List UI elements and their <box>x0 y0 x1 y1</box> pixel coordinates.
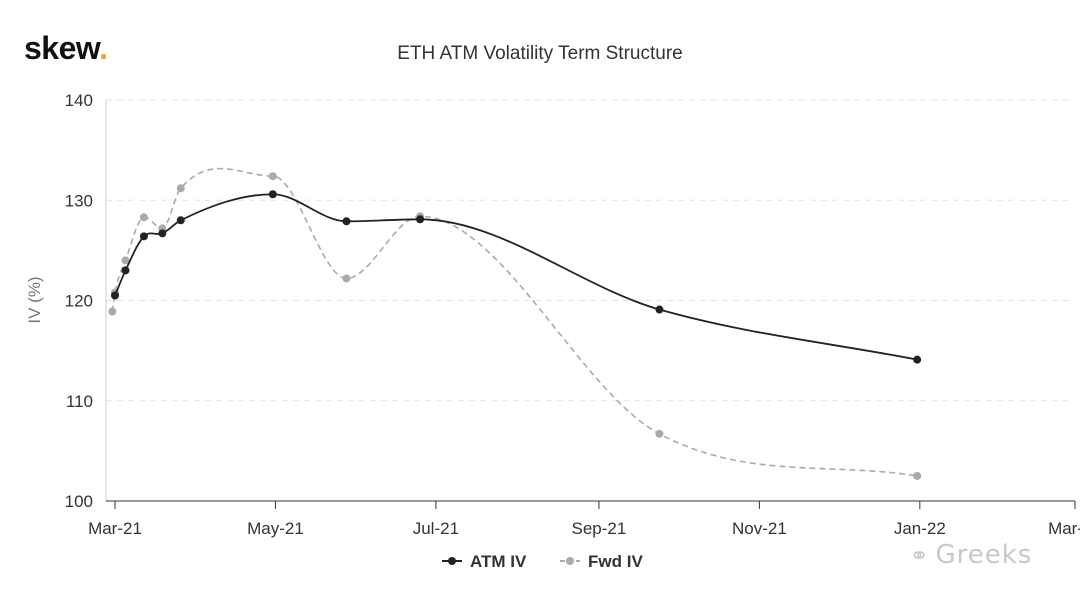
logo-dot: . <box>99 30 108 66</box>
data-point-atm-iv <box>111 291 119 300</box>
data-point-atm-iv <box>139 232 148 241</box>
y-tick-label: 140 <box>65 91 93 110</box>
chart-title: ETH ATM Volatility Term Structure <box>397 43 682 64</box>
skew-logo: skew. <box>24 30 108 67</box>
legend-marker <box>566 557 574 565</box>
y-tick-label: 130 <box>65 191 93 210</box>
wechat-icon: ⚭ <box>910 544 930 569</box>
data-point-atm-iv <box>176 216 185 225</box>
x-tick-label: May-21 <box>247 519 304 538</box>
logo-text: skew <box>24 30 100 66</box>
data-point-atm-iv <box>342 217 351 226</box>
y-axis-ticks: 100 110 120 130 140 <box>65 91 93 511</box>
data-point-atm-iv <box>121 266 130 275</box>
data-point-fwd-iv <box>342 274 351 283</box>
data-point-atm-iv <box>158 229 167 238</box>
series-line-fwd-iv <box>111 167 918 477</box>
data-point-atm-iv <box>268 190 277 199</box>
data-point-fwd-iv <box>655 429 664 438</box>
series-group <box>108 167 922 480</box>
legend-label: Fwd IV <box>588 552 643 571</box>
legend[interactable]: ATM IV Fwd IV <box>442 552 643 571</box>
data-point-fwd-iv <box>108 307 117 316</box>
series-line-atm-iv <box>114 193 918 361</box>
y-axis-label: IV (%) <box>25 276 44 323</box>
data-point-fwd-iv <box>268 172 277 181</box>
data-point-fwd-iv <box>121 256 130 265</box>
x-tick-label: Mar-22 <box>1048 519 1080 538</box>
data-point-fwd-iv <box>913 471 922 480</box>
y-tick-label: 100 <box>65 492 93 511</box>
x-tick-label: Jan-22 <box>894 519 946 538</box>
x-tick-label: Nov-21 <box>732 519 787 538</box>
x-axis-ticks: Mar-21 May-21 Jul-21 Sep-21 Nov-21 Jan-22 Mar-… <box>88 501 1080 538</box>
x-tick-label: Sep-21 <box>572 519 627 538</box>
data-point-atm-iv <box>416 215 425 224</box>
grid-lines <box>106 99 1075 402</box>
watermark: ⚭ Greeks <box>910 540 1032 570</box>
x-tick-label: Mar-21 <box>88 519 142 538</box>
data-point-atm-iv <box>913 355 922 364</box>
legend-marker <box>448 557 456 565</box>
legend-label: ATM IV <box>470 552 527 571</box>
data-point-fwd-iv <box>139 213 148 222</box>
data-point-atm-iv <box>655 305 664 314</box>
data-point-fwd-iv <box>176 184 185 193</box>
x-tick-label: Jul-21 <box>413 519 459 538</box>
y-tick-label: 110 <box>66 392 93 411</box>
watermark-text: Greeks <box>935 540 1033 570</box>
axes <box>105 100 1075 502</box>
y-tick-label: 120 <box>65 292 93 311</box>
